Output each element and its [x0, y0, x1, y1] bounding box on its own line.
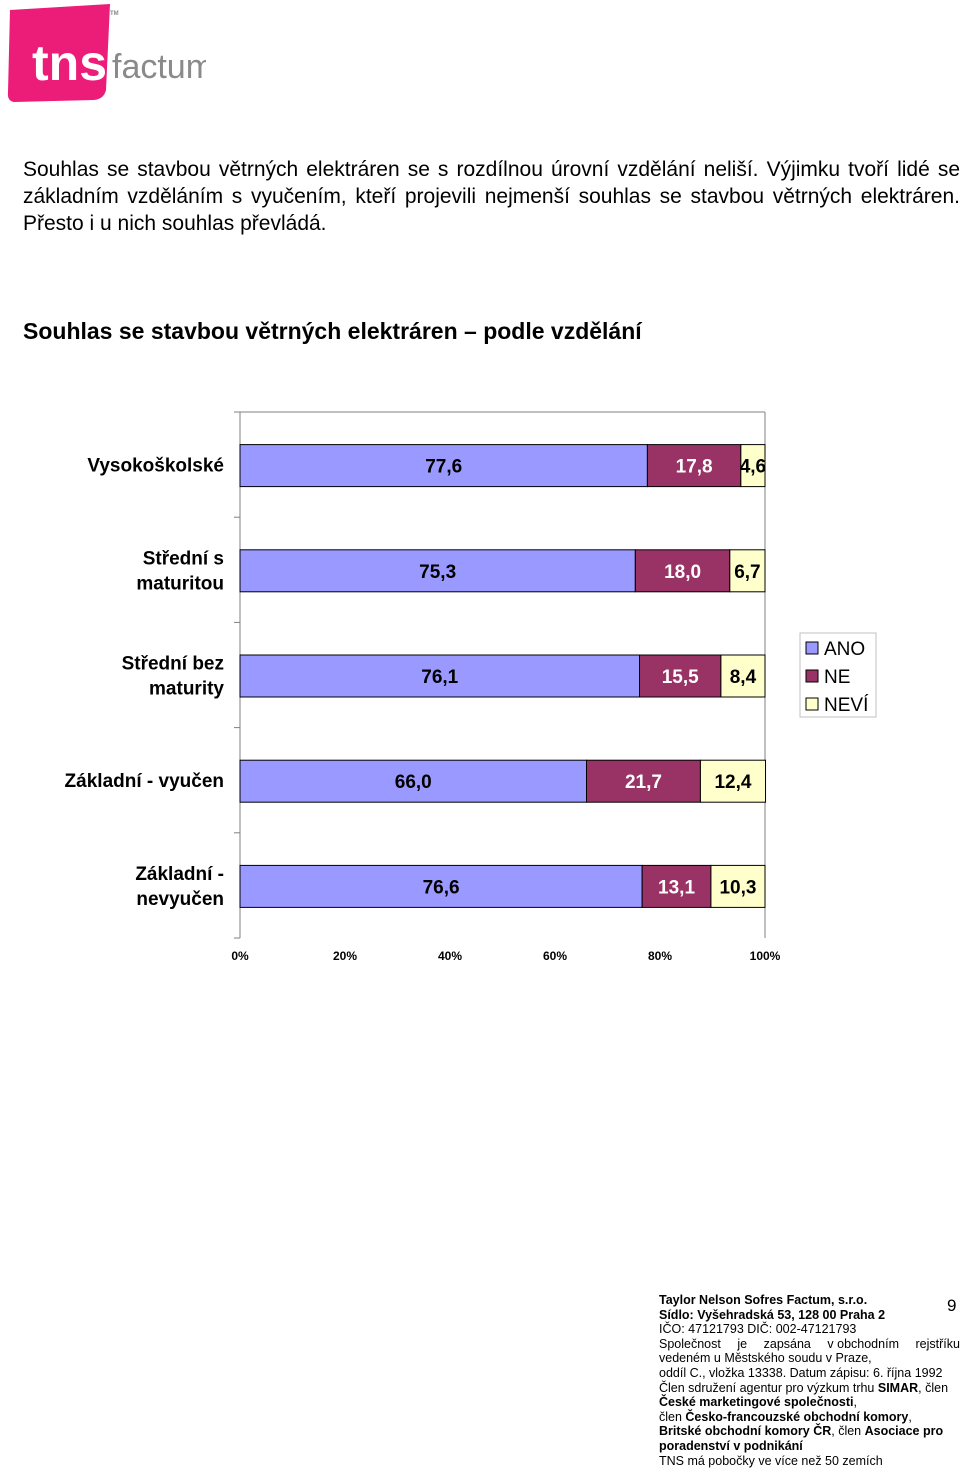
footer-text: , člen: [918, 1380, 949, 1395]
data-label: 15,5: [662, 667, 699, 688]
bar-segment: [239, 864, 643, 908]
legend-swatch: [805, 641, 819, 655]
legend-swatch: [805, 697, 819, 711]
intro-paragraph: Souhlas se stavbou větrných elektráren s…: [23, 158, 960, 235]
category-label: Střední bez: [122, 654, 224, 675]
footer-membership-1: Člen sdružení agentur pro výzkum trhu SI…: [659, 1381, 960, 1396]
data-label: 21,7: [625, 772, 662, 793]
page-number: 9: [947, 1296, 957, 1315]
logo-text-main: tns: [32, 35, 107, 91]
bar-segment: [740, 444, 766, 488]
footer-text: ,: [853, 1395, 858, 1410]
data-label: 12,4: [714, 772, 751, 793]
bar-segment: [634, 549, 731, 593]
data-label: 75,3: [419, 562, 456, 583]
chart-title: Souhlas se stavbou větrných elektráren –…: [23, 318, 642, 344]
tns-factum-logo: tns factum TM: [7, 4, 206, 102]
footer-cfok: Česko-francouzské obchodní komory: [685, 1409, 909, 1424]
footer-text: , člen: [831, 1424, 865, 1439]
footer-registry-word: zapsána: [763, 1336, 811, 1351]
footer-cms: České marketingové společnosti: [659, 1395, 854, 1410]
bar-segment: [646, 444, 742, 488]
footer-registry-2: vedeném u Městského soudu v Praze,: [659, 1351, 872, 1366]
bar-segment: [239, 549, 636, 593]
footer-branches: TNS má pobočky ve více než 50 zemích: [659, 1453, 883, 1468]
footer-registry-word: je: [737, 1336, 748, 1351]
bar-segment: [641, 864, 712, 908]
footer-text: Člen sdružení agentur pro výzkum trhu: [659, 1380, 878, 1395]
x-tick-label: 20%: [333, 949, 357, 963]
footer-text: ,: [908, 1409, 912, 1424]
legend-label: NEVÍ: [824, 695, 869, 716]
bar-segment: [729, 549, 766, 593]
category-label: Vysokoškolské: [87, 456, 224, 477]
footer-membership-4: Britské obchodní komory ČR, člen Asociac…: [659, 1424, 960, 1439]
x-tick-label: 40%: [438, 949, 462, 963]
category-label: maturitou: [136, 573, 224, 594]
data-label: 76,1: [421, 667, 458, 688]
data-label: 8,4: [730, 667, 757, 688]
category-label: maturity: [149, 679, 224, 700]
legend-swatch: [805, 669, 819, 683]
footer-apor: Asociace pro: [864, 1424, 944, 1439]
legend-label: ANO: [824, 639, 865, 660]
bar-segment: [239, 759, 587, 803]
x-tick-label: 80%: [648, 949, 672, 963]
x-tick-label: 0%: [231, 949, 249, 963]
footer-registry-1: Společnost je zapsána v obchodním rejstř…: [659, 1337, 960, 1352]
x-tick-label: 100%: [750, 949, 781, 963]
data-label: 13,1: [658, 877, 695, 898]
footer-registry-word: v obchodním: [827, 1336, 899, 1351]
footer-simar: SIMAR: [877, 1380, 919, 1395]
footer-registry-word: Společnost: [659, 1336, 721, 1351]
data-label: 77,6: [425, 457, 462, 478]
bar-segment: [699, 759, 767, 803]
data-label: 4,6: [740, 457, 766, 478]
footer-text: člen: [659, 1409, 686, 1424]
bar-segment: [720, 654, 766, 698]
footer-membership-5: poradenství v podnikání: [659, 1439, 960, 1454]
logo-trademark: TM: [110, 11, 119, 17]
footer-address: Sídlo: Vyšehradská 53, 128 00 Praha 2: [659, 1307, 886, 1322]
footer-company: Taylor Nelson Sofres Factum, s.r.o.: [659, 1293, 868, 1307]
footer-bok: Britské obchodní komory ČR: [659, 1424, 832, 1439]
category-label: Základní -: [135, 864, 224, 885]
category-label: Střední s: [143, 548, 224, 569]
footer: Taylor Nelson Sofres Factum, s.r.o. Sídl…: [659, 1293, 960, 1468]
logo-shape: [7, 4, 110, 102]
category-label: Základní - vyučen: [65, 771, 224, 792]
data-label: 6,7: [734, 562, 760, 583]
x-tick-label: 60%: [543, 949, 567, 963]
data-label: 76,6: [423, 877, 460, 898]
data-label: 66,0: [395, 772, 432, 793]
category-label: nevyučen: [136, 889, 224, 910]
bar-segment: [639, 654, 722, 698]
footer-registry-3: oddíl C., vložka 13338. Datum zápisu: 6.…: [659, 1365, 943, 1380]
logo-text-sub: factum: [112, 48, 206, 86]
data-label: 10,3: [719, 877, 756, 898]
footer-membership-2: České marketingové společnosti,: [659, 1395, 960, 1410]
bar-segment: [239, 444, 648, 488]
bar-segment: [239, 654, 641, 698]
legend-label: NE: [824, 667, 850, 688]
bar-segment: [710, 864, 766, 908]
data-label: 17,8: [676, 457, 713, 478]
data-label: 18,0: [664, 562, 701, 583]
footer-ids: IČO: 47121793 DIČ: 002-47121793: [659, 1322, 857, 1337]
footer-apor-2: poradenství v podnikání: [659, 1438, 803, 1453]
bar-segment: [586, 759, 701, 803]
footer-registry-word: rejstříku: [915, 1336, 960, 1351]
footer-membership-3: člen Česko-francouzské obchodní komory,: [659, 1410, 960, 1425]
chart: 0% 20% 40% 60% 80% 100% Vysokoškolské 77,6 17,8 4…: [65, 411, 877, 963]
